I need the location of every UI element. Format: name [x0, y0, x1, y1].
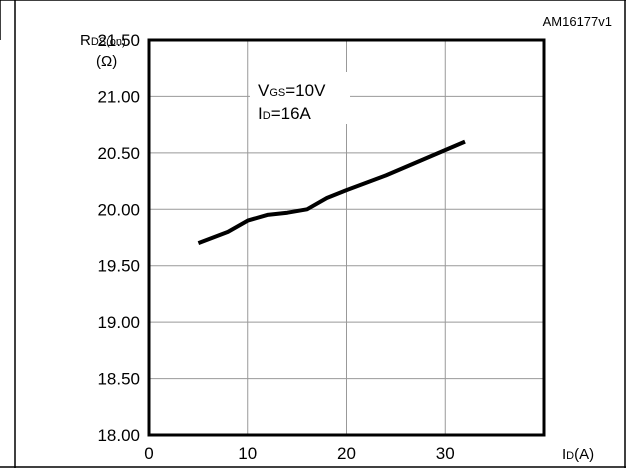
y-tick-label: 18.00 — [97, 426, 140, 445]
y-tick-labels: 18.00 18.50 19.00 19.50 20.00 20.50 21.00 21.50 — [97, 31, 140, 445]
y-tick-label: 19.50 — [97, 257, 140, 276]
x-tick-labels: 0 10 20 30 — [144, 444, 454, 463]
y-axis-title: RDS(on) — [80, 32, 126, 49]
x-tick-label: 10 — [238, 444, 257, 463]
y-tick-label: 20.00 — [97, 200, 140, 219]
y-tick-label: 21.00 — [97, 87, 140, 106]
annotation-vgs: VGS=10V — [258, 81, 326, 100]
plot-frame — [147, 38, 546, 437]
x-tick-label: 20 — [337, 444, 356, 463]
annotation-id: ID=16A — [258, 104, 312, 123]
y-tick-label: 19.00 — [97, 313, 140, 332]
y-tick-label: 18.50 — [97, 370, 140, 389]
x-axis-title: ID(A) — [562, 446, 594, 463]
x-tick-label: 30 — [436, 444, 455, 463]
figure-code: AM16177v1 — [543, 14, 612, 29]
y-axis-unit: (Ω) — [96, 53, 117, 70]
y-tick-label: 20.50 — [97, 144, 140, 163]
y-tick-label: 21.50 — [97, 31, 140, 50]
x-tick-label: 0 — [144, 444, 153, 463]
series-line — [197, 139, 466, 245]
annotation-background — [250, 72, 350, 124]
